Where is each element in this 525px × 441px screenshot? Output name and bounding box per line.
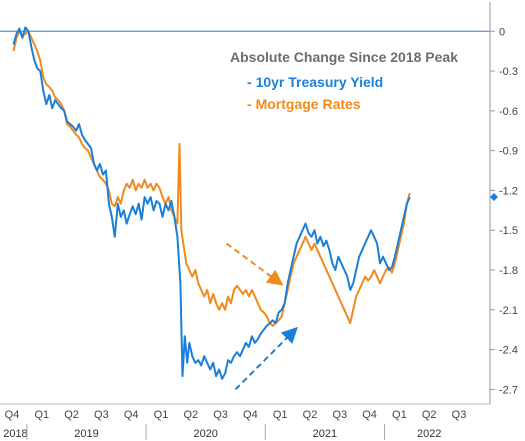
annotation-layer: [225, 193, 498, 391]
y-tick-label: -0.3: [499, 66, 518, 78]
y-tick-label: -2.1: [499, 305, 518, 317]
y-tick-label: -2.7: [499, 384, 518, 396]
series-layer: [12, 26, 411, 380]
legend-item-mortgage: - Mortgage Rates: [247, 96, 361, 112]
x-tick-label: Q2: [422, 409, 437, 421]
x-year-label: 2021: [313, 428, 337, 440]
x-tick-label: Q1: [273, 409, 288, 421]
y-tick-label: -1.8: [499, 265, 518, 277]
mortgage-trend-arrow: [225, 242, 284, 286]
current-value-marker: [490, 193, 498, 202]
x-tick-label: Q4: [243, 409, 258, 421]
y-tick-label: -1.2: [499, 185, 518, 197]
series-line-treasury: [12, 26, 411, 380]
x-year-label: 2022: [417, 428, 441, 440]
y-tick-label: -1.5: [499, 225, 518, 237]
x-tick-label: Q3: [94, 409, 109, 421]
x-tick-label: Q1: [34, 409, 49, 421]
x-tick-label: Q1: [154, 409, 169, 421]
x-tick-label: Q2: [64, 409, 79, 421]
y-tick-label: -2.4: [499, 345, 518, 357]
x-tick-label: Q4: [124, 409, 139, 421]
x-tick-label: Q3: [452, 409, 467, 421]
x-year-label: 2020: [193, 428, 217, 440]
y-tick-label: -0.9: [499, 146, 518, 158]
y-tick-label: -0.6: [499, 106, 518, 118]
x-tick-label: Q2: [303, 409, 318, 421]
x-tick-label: Q4: [362, 409, 377, 421]
x-tick-label: Q1: [392, 409, 407, 421]
legend-item-treasury: - 10yr Treasury Yield: [247, 74, 383, 90]
legend: Absolute Change Since 2018 Peak - 10yr T…: [230, 49, 458, 112]
x-year-label: 2019: [74, 428, 98, 440]
x-tick-label: Q3: [332, 409, 347, 421]
treasury-trend-arrow: [234, 326, 298, 391]
series-line-mortgage: [12, 30, 411, 327]
x-tick-label: Q4: [5, 409, 20, 421]
axis-layer: 0 -0.3 -0.6 -0.9 -1.2 -1.5 -1.8 -2.1 -2.4 -2.7 Q4 Q…: [0, 2, 518, 440]
x-tick-label: Q3: [213, 409, 228, 421]
x-tick-label: Q2: [183, 409, 198, 421]
y-tick-label: 0: [499, 26, 505, 38]
x-year-label: 2018: [3, 428, 27, 440]
legend-title: Absolute Change Since 2018 Peak: [230, 49, 458, 65]
